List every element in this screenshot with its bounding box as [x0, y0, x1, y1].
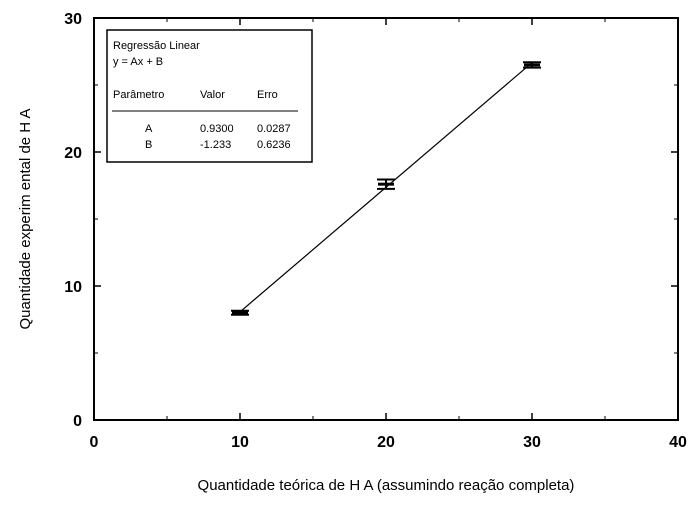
legend-header: Valor	[200, 89, 225, 101]
legend-title: Regressão Linear	[113, 40, 200, 52]
y-tick-label: 10	[64, 279, 82, 296]
y-axis-title: Quantidade experim ental de H A	[17, 109, 34, 330]
x-axis-title: Quantidade teórica de H A (assumindo rea…	[198, 477, 575, 494]
legend-cell: B	[145, 139, 152, 151]
legend-cell: A	[145, 123, 153, 135]
y-tick-label: 30	[64, 11, 82, 28]
legend-cell: -1.233	[200, 139, 231, 151]
x-tick-label: 10	[231, 434, 249, 451]
y-tick-label: 0	[73, 413, 82, 430]
data-point	[232, 311, 248, 315]
data-point	[378, 182, 394, 186]
x-tick-label: 30	[523, 434, 541, 451]
x-tick-label: 0	[90, 434, 99, 451]
legend-equation: y = Ax + B	[113, 56, 163, 68]
x-tick-label: 40	[669, 434, 687, 451]
x-tick-label: 20	[377, 434, 395, 451]
legend-cell: 0.6236	[257, 139, 291, 151]
legend-header: Parâmetro	[113, 89, 164, 101]
legend-header: Erro	[257, 89, 278, 101]
data-point	[524, 63, 540, 67]
y-tick-label: 20	[64, 145, 82, 162]
legend-box	[106, 29, 313, 163]
plot-area: 0 10 20 30 40 0 10 20 30 Quantidade teórica de H …	[17, 11, 687, 494]
legend-cell: 0.9300	[200, 123, 234, 135]
legend-cell: 0.0287	[257, 123, 291, 135]
